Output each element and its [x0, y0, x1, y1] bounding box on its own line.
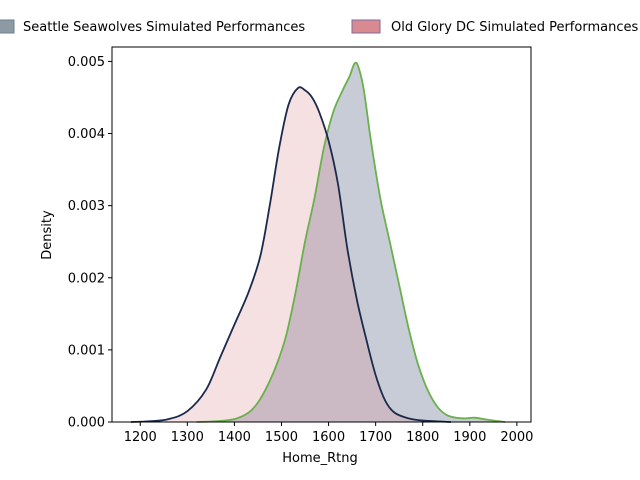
series-layer [130, 61, 506, 423]
legend: Seattle Seawolves Simulated Performances… [0, 19, 638, 35]
density-fill-old-glory [130, 87, 451, 422]
x-tick-label: 1400 [218, 430, 251, 445]
density-fill-seattle [196, 62, 506, 422]
x-tick-label: 1200 [124, 430, 157, 445]
density-line-old-glory [130, 86, 452, 423]
x-tick-label: 1800 [406, 430, 439, 445]
legend-label-seattle: Seattle Seawolves Simulated Performances [23, 20, 305, 35]
legend-swatch-old-glory [351, 19, 381, 34]
x-axis-ticks: 1200 1300 1400 1500 1600 1700 1800 1900 2000 [124, 422, 533, 445]
y-tick-label: 0.003 [68, 199, 105, 214]
plot-area: 1200 1300 1400 1500 1600 1700 1800 1900 2000 0.0… [68, 46, 533, 445]
legend-swatch-seattle [0, 19, 15, 34]
y-tick-label: 0.004 [68, 127, 105, 142]
x-tick-label: 1600 [312, 430, 345, 445]
y-axis-label: Density [40, 210, 55, 260]
x-axis-label: Home_Rtng [282, 451, 358, 466]
x-tick-label: 1700 [359, 430, 392, 445]
axes-frame [111, 46, 532, 423]
x-tick-label: 1300 [171, 430, 204, 445]
y-tick-label: 0.001 [68, 343, 105, 358]
y-tick-label: 0.002 [68, 271, 105, 286]
y-tick-label: 0.000 [68, 416, 105, 431]
y-axis-ticks: 0.000 0.001 0.002 0.003 0.004 0.005 [68, 55, 112, 431]
x-tick-label: 1500 [265, 430, 298, 445]
y-tick-label: 0.005 [68, 55, 105, 70]
x-tick-label: 1900 [453, 430, 486, 445]
x-tick-label: 2000 [500, 430, 533, 445]
legend-label-old-glory: Old Glory DC Simulated Performances [391, 20, 638, 35]
density-line-seattle [196, 61, 506, 423]
